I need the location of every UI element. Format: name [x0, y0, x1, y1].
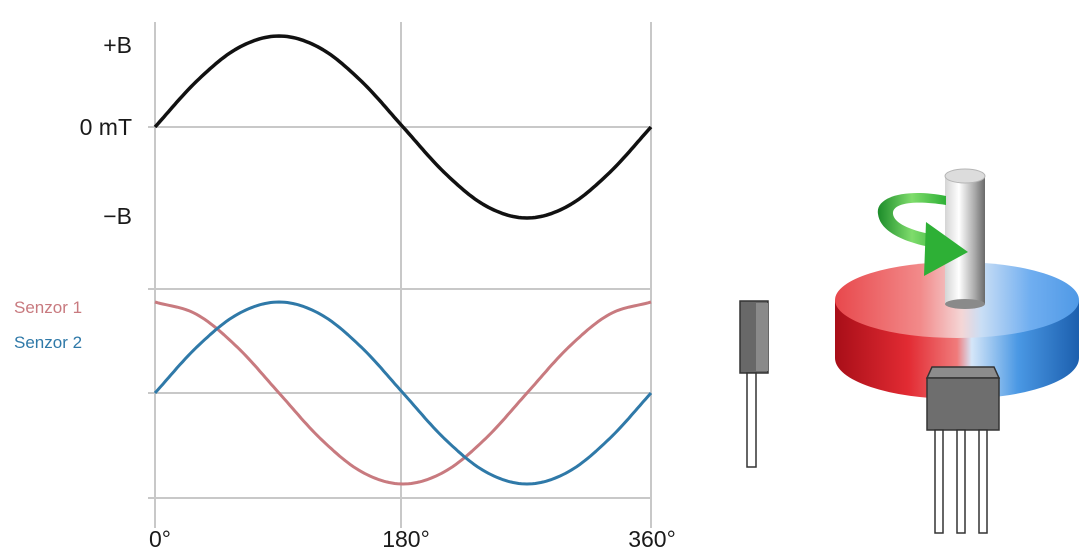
- shaft-top: [944, 168, 986, 184]
- sensor-side-face: [756, 303, 768, 371]
- sensor-front-top: [925, 366, 1001, 379]
- arrow-head: [924, 222, 968, 276]
- sensor-front-lead-1: [934, 429, 944, 534]
- x-tick-180: 180°: [382, 526, 430, 552]
- sensor-side-lead: [746, 372, 757, 468]
- y-label-zero-mt: 0 mT: [79, 114, 132, 140]
- shaft: [944, 168, 986, 309]
- sensor-front-lead-3: [978, 429, 988, 534]
- grid: [148, 22, 652, 528]
- arrow-band: [877, 193, 946, 247]
- senzor-1-curve: [154, 300, 652, 486]
- x-tick-0: 0°: [149, 526, 171, 552]
- hall-sensor-side: [739, 300, 769, 468]
- sensor-front-lead-2: [956, 429, 966, 534]
- hall-sensor-front: [925, 366, 1001, 534]
- x-tick-360: 360°: [628, 526, 676, 552]
- legend-senzor-1: Senzor 1: [14, 298, 83, 317]
- shaft-body: [945, 176, 985, 304]
- curved-arrow-icon: [877, 193, 968, 276]
- top-curve: [153, 34, 653, 220]
- senzor-2-curve: [153, 300, 653, 486]
- shaft-bottom: [945, 299, 985, 309]
- y-label-plus-b: +B: [103, 32, 132, 58]
- y-label-minus-b: −B: [103, 203, 132, 229]
- legend-senzor-2: Senzor 2: [14, 333, 83, 352]
- sensor-front-body: [926, 377, 1000, 431]
